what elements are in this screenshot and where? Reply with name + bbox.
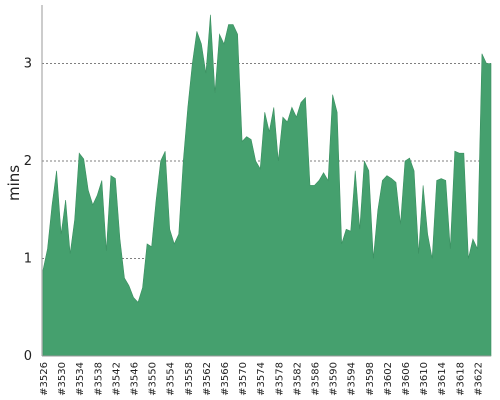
- x-tick-label: #3562: [202, 362, 213, 396]
- series-area-group: [42, 14, 492, 357]
- x-tick-label: #3530: [57, 362, 68, 396]
- x-tick-label: #3526: [39, 362, 50, 396]
- x-tick-label: #3570: [238, 362, 249, 396]
- x-tick-label: #3578: [274, 362, 285, 396]
- y-tick-label: 2: [24, 154, 32, 169]
- y-tick-label: 0: [24, 349, 32, 364]
- y-axis-title: mins: [5, 165, 23, 201]
- x-tick-label: #3582: [292, 362, 303, 396]
- x-tick-label: #3606: [401, 362, 412, 396]
- x-tick-labels: #3526 #3530 #3534 #3538 #3542 #3546 #3550 #3554…: [39, 362, 484, 396]
- x-tick-label: #3614: [437, 362, 448, 396]
- x-tick-label: #3558: [184, 362, 195, 396]
- x-tick-label: #3610: [419, 362, 430, 396]
- y-tick-label: 3: [24, 57, 32, 72]
- x-tick-label: #3566: [220, 362, 231, 396]
- x-tick-label: #3546: [130, 362, 141, 396]
- x-tick-label: #3586: [311, 362, 322, 396]
- x-tick-label: #3618: [455, 362, 466, 396]
- x-tick-label: #3554: [166, 362, 177, 396]
- x-tick-label: #3590: [329, 362, 340, 396]
- y-tick-label: 1: [24, 252, 32, 267]
- x-tick-label: #3538: [93, 362, 104, 396]
- series-area: [42, 14, 492, 357]
- y-tick-labels: 0 1 2 3: [24, 57, 32, 365]
- x-tick-label: #3602: [383, 362, 394, 396]
- x-tick-label: #3574: [256, 362, 267, 396]
- x-tick-label: #3542: [111, 362, 122, 396]
- x-tick-label: #3594: [347, 362, 358, 396]
- x-tick-label: #3550: [148, 362, 159, 396]
- axes: [41, 5, 491, 357]
- x-tick-label: #3598: [365, 362, 376, 396]
- x-tick-label: #3622: [473, 362, 484, 396]
- x-tick-label: #3534: [75, 362, 86, 396]
